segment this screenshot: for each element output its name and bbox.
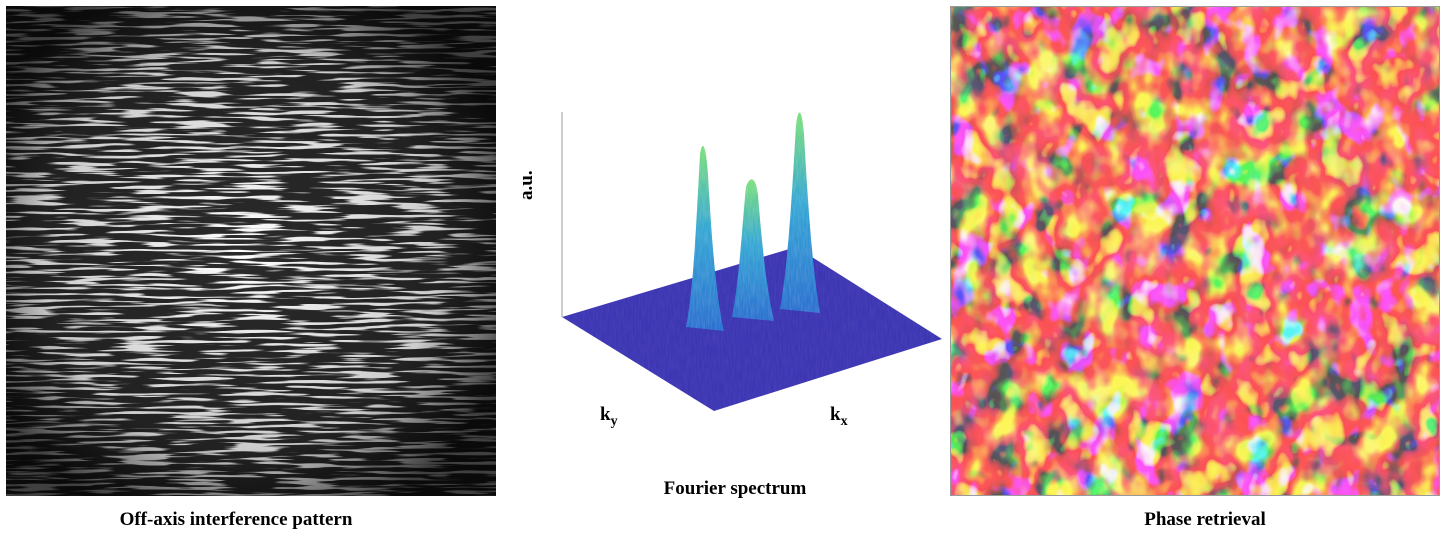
interference-caption: Off-axis interference pattern: [119, 509, 353, 530]
phase-caption: Phase retrieval: [1144, 509, 1266, 530]
interference-panel: [6, 6, 496, 496]
interference-image: [6, 6, 496, 496]
spectrum-plot: [561, 112, 942, 411]
spectrum-panel: [510, 95, 950, 425]
z-axis-label: a.u.: [516, 170, 537, 200]
ky-axis-label: ky: [600, 404, 618, 429]
spectrum-caption: Fourier spectrum: [663, 478, 807, 499]
spectrum-peak-center: [732, 179, 774, 321]
phase-panel: [950, 6, 1440, 496]
spectrum-peak-right: [780, 112, 820, 314]
kx-axis-label: kx: [830, 404, 848, 429]
phase-map-image: [951, 7, 1439, 495]
spectrum-peak-left: [686, 145, 724, 331]
